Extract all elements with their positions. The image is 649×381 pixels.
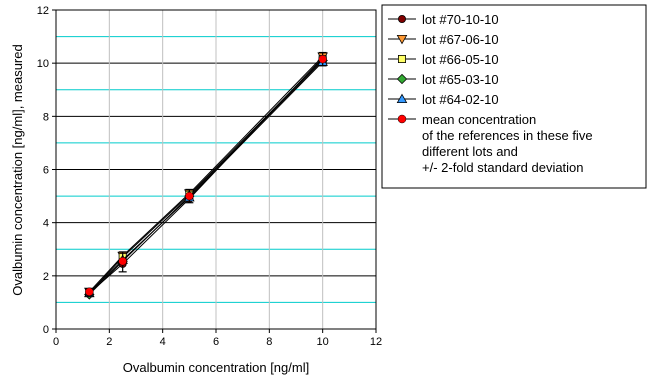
x-tick-label: 4 xyxy=(160,336,166,348)
series-line xyxy=(88,56,324,293)
legend-label: lot #66-05-10 xyxy=(422,52,499,67)
x-tick-label: 12 xyxy=(370,336,382,348)
legend-label: +/- 2-fold standard deviation xyxy=(422,160,584,175)
mean-point xyxy=(185,191,194,201)
legend-marker xyxy=(397,14,406,23)
mean-point xyxy=(118,256,127,266)
x-tick-label: 2 xyxy=(106,336,112,348)
y-tick-label: 10 xyxy=(37,58,49,70)
x-tick-label: 8 xyxy=(266,336,272,348)
legend-label: lot #65-03-10 xyxy=(422,72,499,87)
plot-area xyxy=(55,9,377,330)
legend-label: lot #64-02-10 xyxy=(422,92,499,107)
legend-marker xyxy=(396,73,408,85)
legend-marker xyxy=(397,55,406,64)
x-tick-label: 10 xyxy=(317,336,329,348)
x-axis-title: Ovalbumin concentration [ng/ml] xyxy=(123,360,309,375)
mean-point xyxy=(318,54,327,64)
legend-marker xyxy=(396,35,408,45)
series-line xyxy=(88,61,324,294)
legend-label: mean concentration xyxy=(422,112,536,127)
y-tick-label: 2 xyxy=(43,271,49,283)
series-line xyxy=(88,58,324,294)
legend-label: of the references in these five xyxy=(422,128,593,143)
legend-label: lot #70-10-10 xyxy=(422,12,499,27)
legend-box xyxy=(381,4,647,189)
y-axis-ticks: 0 2 4 6 8 10 12 xyxy=(37,5,56,336)
y-tick-label: 0 xyxy=(43,324,49,336)
mean-series xyxy=(85,51,327,297)
y-tick-label: 8 xyxy=(43,111,49,123)
legend-label: lot #67-06-10 xyxy=(422,32,499,47)
legend-label: different lots and xyxy=(422,144,518,159)
y-tick-label: 4 xyxy=(43,218,49,230)
x-tick-label: 0 xyxy=(53,336,59,348)
legend: lot #70-10-10 lot #67-06-10 lot #66-05-10 l… xyxy=(381,4,647,189)
mean-point xyxy=(85,287,94,297)
legend-marker xyxy=(396,93,408,103)
x-axis-ticks: 0 2 4 6 8 10 12 xyxy=(53,329,382,348)
y-tick-label: 12 xyxy=(37,5,49,17)
y-axis-title: Ovalbumin concentration [ng/ml], measure… xyxy=(10,44,25,295)
x-tick-label: 6 xyxy=(213,336,219,348)
y-tick-label: 6 xyxy=(43,165,49,177)
legend-marker xyxy=(397,114,407,124)
